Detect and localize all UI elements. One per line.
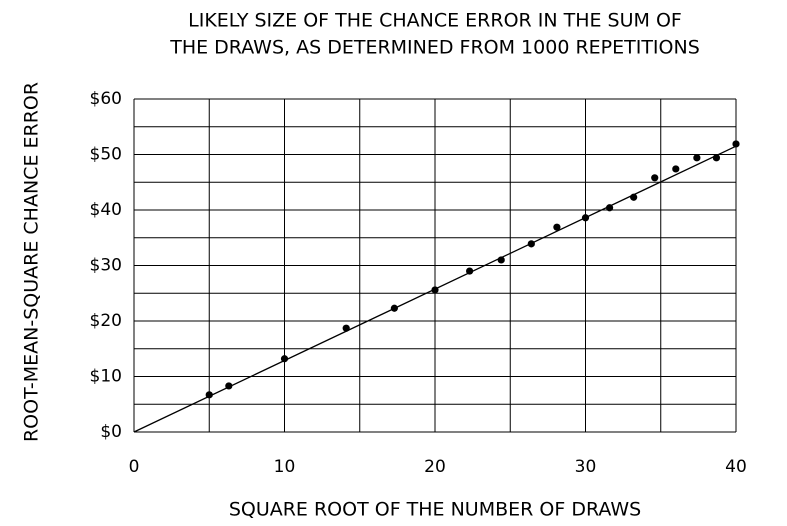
point	[732, 140, 740, 148]
chart-title: THE DRAWS, AS DETERMINED FROM 1000 REPET…	[169, 37, 700, 59]
chart-title: LIKELY SIZE OF THE CHANCE ERROR IN THE S…	[188, 10, 682, 32]
point	[712, 154, 721, 162]
y-tick-label: $40	[90, 200, 122, 220]
y-tick-label: $10	[90, 367, 122, 387]
point	[431, 286, 439, 294]
point	[553, 223, 561, 231]
point	[497, 256, 505, 264]
x-tick-label: 0	[129, 457, 140, 477]
y-tick-label: $50	[90, 145, 122, 165]
y-tick-label: $30	[90, 256, 122, 276]
point	[630, 193, 638, 201]
y-tick-label: $0	[100, 422, 122, 442]
point	[225, 382, 233, 390]
point	[672, 165, 680, 173]
point	[280, 355, 289, 363]
x-tick-label: 40	[725, 457, 747, 477]
point	[651, 174, 659, 182]
y-axis-label: ROOT-MEAN-SQUARE CHANCE ERROR	[21, 82, 43, 442]
point	[390, 304, 398, 312]
x-tick-label: 10	[274, 457, 296, 477]
x-axis-label: SQUARE ROOT OF THE NUMBER OF DRAWS	[229, 499, 641, 521]
point	[527, 240, 535, 248]
point	[466, 267, 474, 275]
point	[205, 391, 213, 399]
point	[693, 154, 701, 162]
y-tick-label: $60	[90, 89, 122, 109]
y-tick-label: $20	[90, 311, 122, 331]
x-tick-label: 30	[575, 457, 597, 477]
point	[581, 214, 590, 222]
point	[605, 204, 614, 212]
point	[342, 324, 350, 332]
x-tick-label: 20	[424, 457, 446, 477]
